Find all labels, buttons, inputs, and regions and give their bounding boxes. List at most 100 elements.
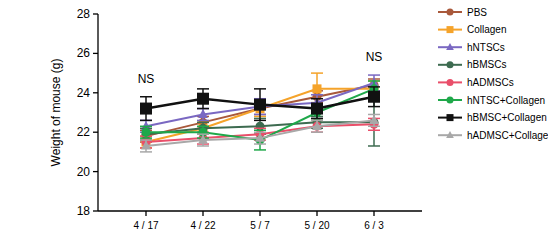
legend-marker <box>447 79 454 86</box>
error-bar <box>197 134 209 146</box>
legend-marker <box>447 97 454 104</box>
x-tick <box>259 211 260 216</box>
error-bar-cap <box>254 129 266 131</box>
error-bar-cap <box>311 131 323 133</box>
error-bar-cap <box>311 72 323 74</box>
error-bar <box>254 89 266 121</box>
error-bar <box>197 109 209 121</box>
error-bar-cap <box>368 86 380 88</box>
series <box>140 79 380 142</box>
error-bar-cap <box>368 80 380 82</box>
y-axis <box>97 14 98 211</box>
data-point <box>141 141 151 150</box>
data-point <box>198 109 208 118</box>
data-point <box>197 93 209 105</box>
series-line <box>146 89 374 140</box>
y-tick <box>93 53 98 54</box>
y-tick <box>93 13 98 14</box>
y-tick <box>93 132 98 133</box>
error-bar-cap <box>140 126 152 128</box>
error-bar <box>254 130 266 150</box>
error-bar-cap <box>197 108 209 110</box>
error-bar <box>254 132 266 144</box>
data-point <box>369 115 379 124</box>
series <box>140 81 380 150</box>
error-bar <box>311 99 323 119</box>
error-bar <box>368 87 380 107</box>
error-bar-cap <box>368 129 380 131</box>
error-bar-cap <box>197 122 209 124</box>
error-bar <box>368 114 380 126</box>
data-point <box>254 99 266 111</box>
series <box>140 87 380 120</box>
x-tick <box>316 211 317 216</box>
error-bar-cap <box>254 128 266 130</box>
series-line <box>146 85 374 136</box>
error-bar-cap <box>254 143 266 145</box>
data-point <box>255 133 265 142</box>
error-bar <box>197 132 209 144</box>
error-bar-cap <box>311 94 323 96</box>
legend-marker <box>446 131 454 138</box>
error-bar-cap <box>140 120 152 122</box>
legend-item: hADMSCs <box>438 77 514 88</box>
data-point <box>311 103 323 115</box>
error-bar-cap <box>197 122 209 124</box>
x-tick-label: 4 / 17 <box>133 220 158 231</box>
error-bar-cap <box>254 149 266 151</box>
plot-area <box>140 73 380 152</box>
y-tick-label: 28 <box>77 7 91 21</box>
y-tick-label: 20 <box>77 165 91 179</box>
y-tick-label: 22 <box>77 125 91 139</box>
legend-marker <box>447 114 454 121</box>
data-point <box>313 84 322 93</box>
error-bar-cap <box>368 74 380 76</box>
error-bar-cap <box>197 145 209 147</box>
error-bar-cap <box>140 137 152 139</box>
error-bar-cap <box>140 151 152 153</box>
data-point <box>312 121 322 130</box>
legend-marker <box>447 61 454 68</box>
x-tick <box>202 211 203 216</box>
error-bar-cap <box>197 126 209 128</box>
annotation: NS <box>138 72 155 86</box>
error-bar <box>254 118 266 134</box>
legend-label: hBMSCs <box>467 59 506 70</box>
legend-item: hBMSCs <box>438 59 506 70</box>
error-bar-cap <box>140 120 152 122</box>
error-bar <box>311 120 323 132</box>
legend-marker <box>447 26 454 33</box>
legend-item: hBMSC+Collagen <box>438 112 547 123</box>
y-tick-label: 26 <box>77 46 91 60</box>
error-bar <box>197 89 209 109</box>
error-bar <box>140 97 152 121</box>
data-point <box>368 91 380 103</box>
data-point <box>142 128 151 137</box>
error-bar-cap <box>197 88 209 90</box>
y-tick <box>93 210 98 211</box>
error-bar-cap <box>254 88 266 90</box>
legend-item: Collagen <box>438 24 506 35</box>
error-bar <box>140 126 152 138</box>
legend-label: hADMSCs <box>467 77 514 88</box>
y-tick-label: 24 <box>77 86 91 100</box>
legend: PBSCollagenhNTSCshBMSCshADMSCshNTSC+Coll… <box>438 7 548 141</box>
error-bar <box>140 128 152 140</box>
legend-item: PBS <box>438 7 487 18</box>
annotation: NS <box>366 50 383 64</box>
error-bar-cap <box>197 120 209 122</box>
series <box>140 114 380 151</box>
x-tick-label: 4 / 22 <box>190 220 215 231</box>
x-tick-label: 5 / 20 <box>304 220 329 231</box>
legend-item: hADMSC+Collagen <box>438 130 548 141</box>
legend-item: hNTSCs <box>438 42 505 53</box>
data-point <box>198 135 208 144</box>
legend-label: hADMSC+Collagen <box>467 130 548 141</box>
error-bar-cap <box>368 106 380 108</box>
error-bar-cap <box>140 96 152 98</box>
y-tick-label: 18 <box>77 204 91 218</box>
series <box>140 99 380 146</box>
error-bar-cap <box>311 131 323 133</box>
series <box>140 73 380 148</box>
y-axis-label: Weight of mouse (g) <box>49 59 63 167</box>
